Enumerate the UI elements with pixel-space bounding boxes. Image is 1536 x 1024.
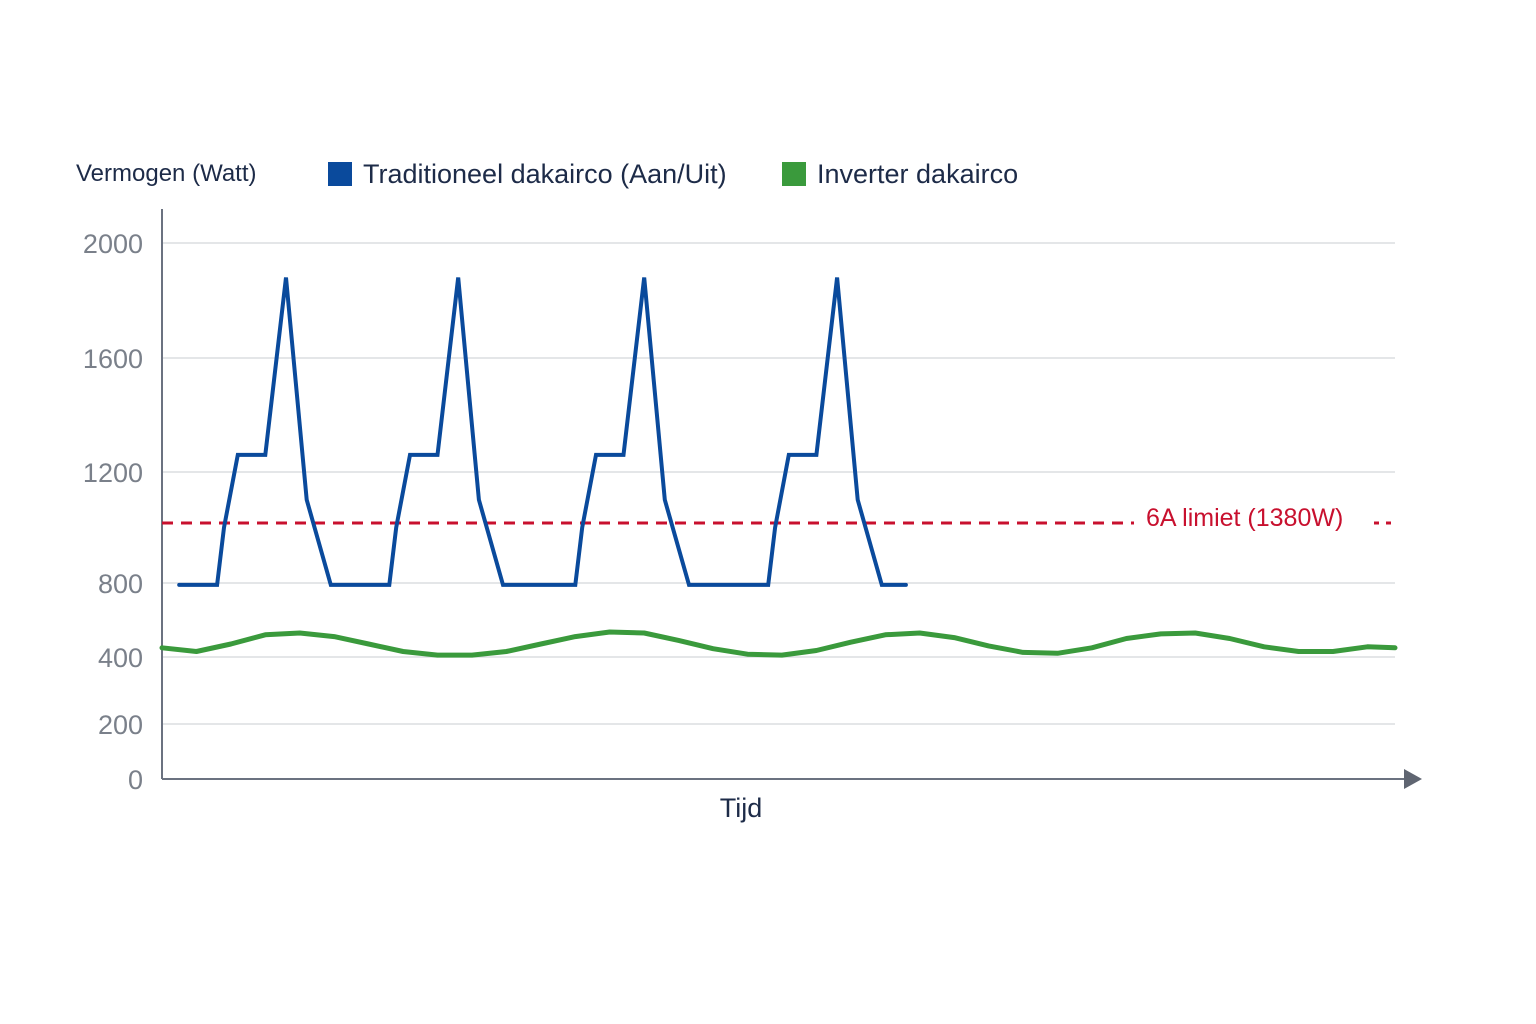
- limit-label: 6A limiet (1380W): [1146, 504, 1343, 532]
- y-tick-label: 200: [98, 710, 143, 740]
- legend-swatch-inverter: [782, 162, 806, 186]
- y-tick-label: 0: [128, 765, 143, 795]
- series-group: [159, 277, 1398, 658]
- series-line-inverter: [159, 629, 1398, 658]
- y-tick-label: 1600: [83, 344, 143, 374]
- y-tick-label: 800: [98, 569, 143, 599]
- y-tick-label: 2000: [83, 229, 143, 259]
- x-axis-title: Tijd: [720, 793, 763, 823]
- y-tick-label: 400: [98, 643, 143, 673]
- grid-lines: [162, 242, 1395, 725]
- series-line-traditional: [177, 277, 908, 587]
- legend-label-inverter: Inverter dakairco: [817, 158, 1019, 189]
- y-axis-title: Vermogen (Watt): [76, 160, 257, 187]
- legend-item-inverter: Inverter dakairco: [782, 158, 1018, 190]
- y-tick-labels: 0 200 400 800 1200 1600 2000: [83, 229, 143, 795]
- y-tick-label: 1200: [83, 458, 143, 488]
- legend-item-traditional: Traditioneel dakairco (Aan/Uit): [328, 158, 727, 190]
- limit-reference: 6A limiet (1380W): [162, 504, 1396, 532]
- x-axis-arrow-icon: [1404, 769, 1422, 789]
- legend-label-traditional: Traditioneel dakairco (Aan/Uit): [363, 158, 727, 189]
- legend-swatch-traditional: [328, 162, 352, 186]
